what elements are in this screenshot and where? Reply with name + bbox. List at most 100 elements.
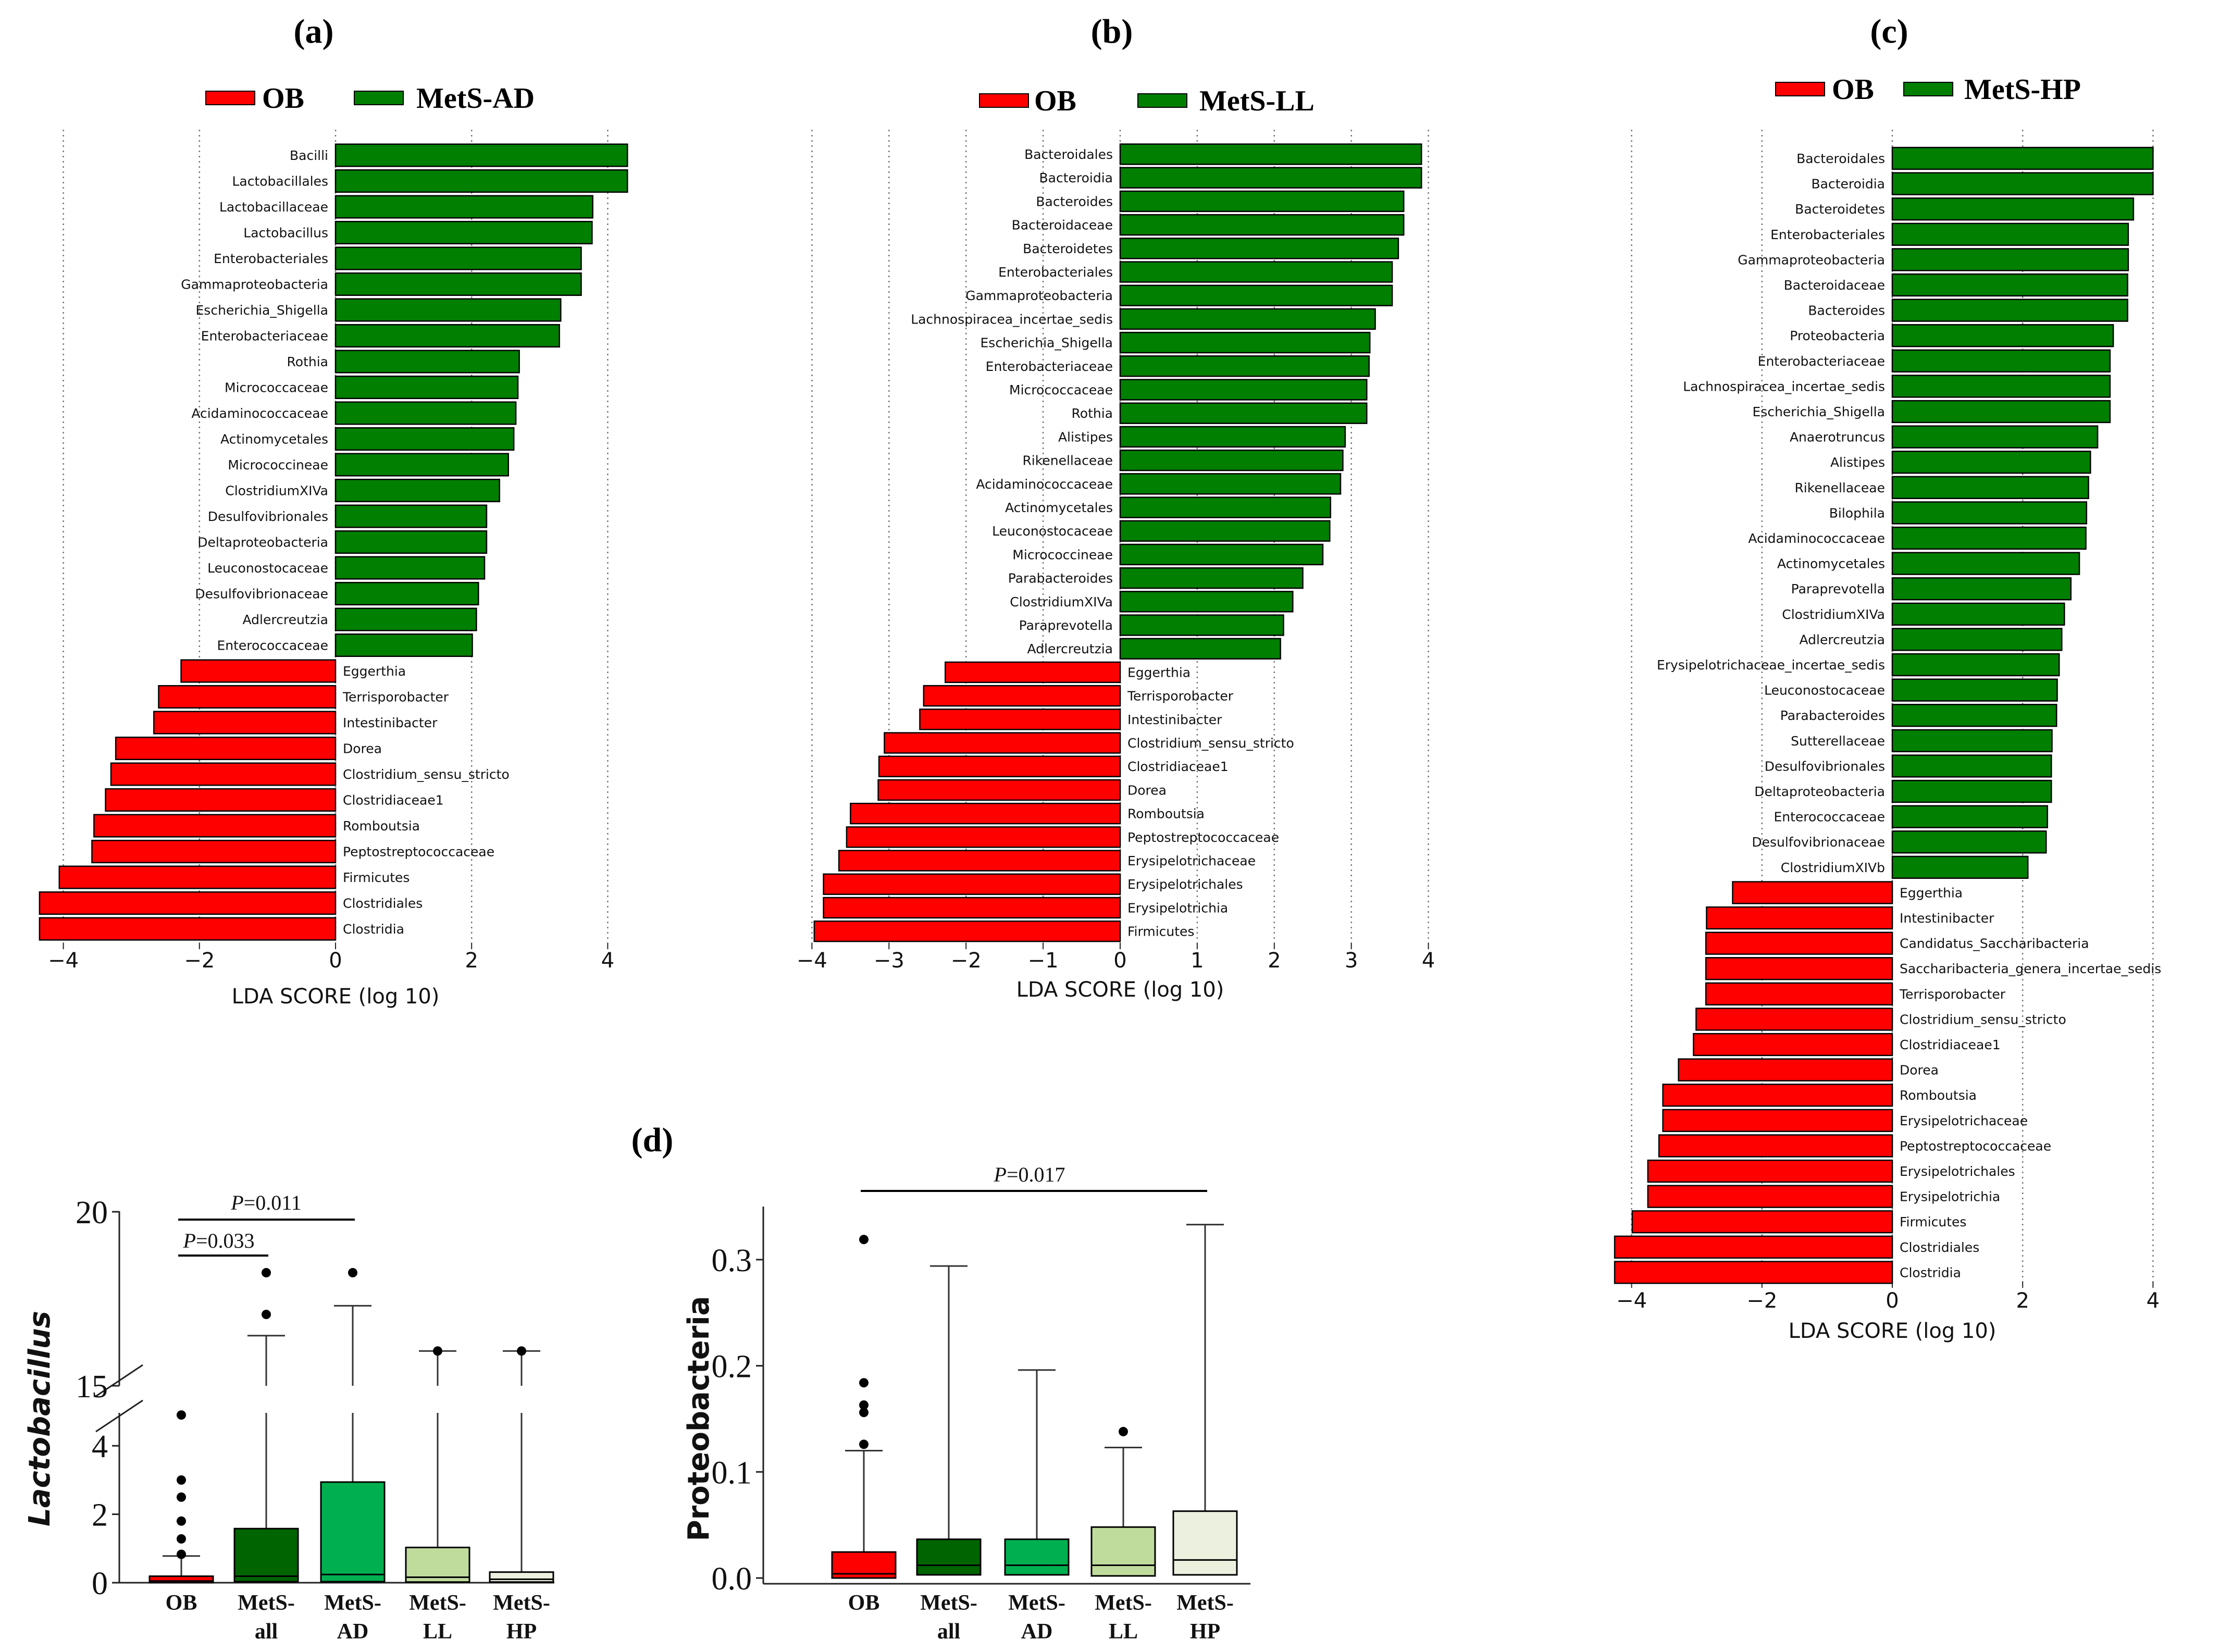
bar	[1891, 451, 2091, 474]
outlier-point	[177, 1475, 186, 1485]
box	[1172, 1510, 1238, 1576]
p-value: =0.017	[1007, 1163, 1065, 1186]
bar-label: Micrococcineae	[1012, 547, 1113, 562]
bar-label: Bacteroides	[1036, 194, 1113, 209]
outlier-point	[1119, 1426, 1128, 1436]
box	[405, 1546, 470, 1583]
bar-label: Micrococcaceae	[225, 380, 328, 395]
bar-label: Romboutsia	[343, 818, 420, 834]
outlier-point	[859, 1235, 869, 1245]
bar	[1891, 754, 2052, 778]
x-tick-label: −4	[48, 949, 79, 973]
outlier-point	[859, 1439, 869, 1449]
bar	[1705, 982, 1893, 1005]
bar-label: Bacteroides	[1808, 303, 1885, 318]
y-axis-label: Lactobacillus	[23, 1311, 57, 1526]
bar	[945, 661, 1121, 684]
x-tick-label: −2	[951, 949, 982, 973]
box-1: MetS-all	[233, 1268, 299, 1644]
bar	[1119, 284, 1393, 306]
bar	[1706, 906, 1893, 930]
bar	[1695, 1008, 1893, 1031]
bar-label: Micrococcineae	[228, 457, 328, 473]
bar	[1119, 308, 1376, 330]
bar-label: Firmicutes	[343, 870, 410, 885]
bar	[923, 685, 1121, 707]
bar-label: Actinomycetales	[220, 432, 328, 447]
x-tick-label: 4	[1422, 949, 1435, 973]
bar-label: Clostridiaceae1	[1900, 1037, 2001, 1052]
bar	[1891, 805, 2048, 828]
bar-label: Rikenellaceae	[1022, 453, 1113, 468]
bar-label: Clostridiales	[1900, 1240, 1979, 1255]
category-label: AD	[337, 1620, 369, 1644]
outlier-point	[517, 1346, 526, 1356]
bar	[1891, 146, 2154, 170]
axis-break-mark	[95, 1399, 143, 1433]
bar-label: Terrisporobacter	[342, 690, 449, 705]
bar	[1119, 143, 1422, 165]
x-tick-label: 2	[465, 949, 478, 973]
bar-label: Saccharibacteria_genera_incertae_sedis	[1900, 961, 2161, 976]
bar-label: ClostridiumXIVa	[225, 483, 328, 499]
legend-label: OB	[1034, 85, 1076, 117]
box-0: OB	[831, 1235, 897, 1615]
bar-label: Peptostreptococcaceae	[1127, 830, 1279, 845]
outlier-point	[262, 1268, 271, 1277]
bar	[334, 350, 520, 374]
bar	[1119, 355, 1370, 377]
bar-label: Bacteroidia	[1039, 170, 1113, 185]
outlier-point	[177, 1534, 186, 1544]
legend: OB MetS-HP	[1775, 73, 2081, 106]
bar-label: Adlercreutzia	[1800, 632, 1885, 647]
bar	[1614, 1235, 1893, 1259]
bar-label: Bacteroidaceae	[1012, 218, 1113, 233]
bar	[823, 897, 1121, 919]
bar	[1647, 1185, 1893, 1208]
bar	[1891, 729, 2053, 752]
bar	[1119, 238, 1399, 259]
box	[1004, 1538, 1070, 1576]
bar-label: Alistipes	[1830, 455, 1885, 470]
legend-swatch-mets	[354, 91, 404, 105]
box-0: OB	[148, 1410, 214, 1615]
bar	[1119, 426, 1346, 448]
panel-title: (b)	[1091, 13, 1133, 51]
legend-label: OB	[1832, 73, 1874, 106]
bar-label: Anaerotruncus	[1790, 430, 1885, 445]
bar-label: Deltaproteobacteria	[197, 535, 328, 550]
bar-label: Actinomycetales	[1777, 556, 1885, 572]
y-tick-label: 15	[76, 1369, 108, 1405]
box	[916, 1538, 982, 1576]
bar	[334, 581, 479, 606]
outlier-point	[348, 1268, 357, 1277]
outlier-point	[177, 1549, 186, 1559]
category-label: MetS-	[1095, 1591, 1152, 1615]
bar	[1732, 881, 1893, 904]
x-tick-label: −3	[874, 949, 904, 973]
bar	[334, 530, 488, 554]
bar-label: Intestinibacter	[1900, 911, 1994, 926]
bar	[105, 788, 337, 812]
bar-label: ClostridiumXIVa	[1010, 594, 1113, 610]
bar-label: Leuconostocaceae	[992, 524, 1113, 539]
category-label: all	[937, 1620, 960, 1644]
bar	[1614, 1261, 1893, 1284]
bar-label: Peptostreptococcaceae	[1900, 1138, 2051, 1153]
x-axis-label: LDA SCORE (log 10)	[1016, 978, 1224, 1002]
bar	[39, 891, 337, 915]
bar	[334, 324, 560, 348]
bar-label: Acidaminococcaceae	[976, 477, 1113, 492]
bar	[334, 375, 519, 400]
bar-label: Clostridium_sensu_stricto	[1127, 736, 1294, 751]
bar-label: Bacteroidaceae	[1784, 278, 1885, 293]
category-label: MetS-	[493, 1591, 550, 1615]
bar-label: Intestinibacter	[1127, 712, 1222, 727]
box	[233, 1527, 299, 1583]
bar-label: Firmicutes	[1127, 924, 1194, 939]
bar-label: Clostridiaceae1	[1127, 759, 1229, 774]
bar	[1119, 190, 1405, 213]
